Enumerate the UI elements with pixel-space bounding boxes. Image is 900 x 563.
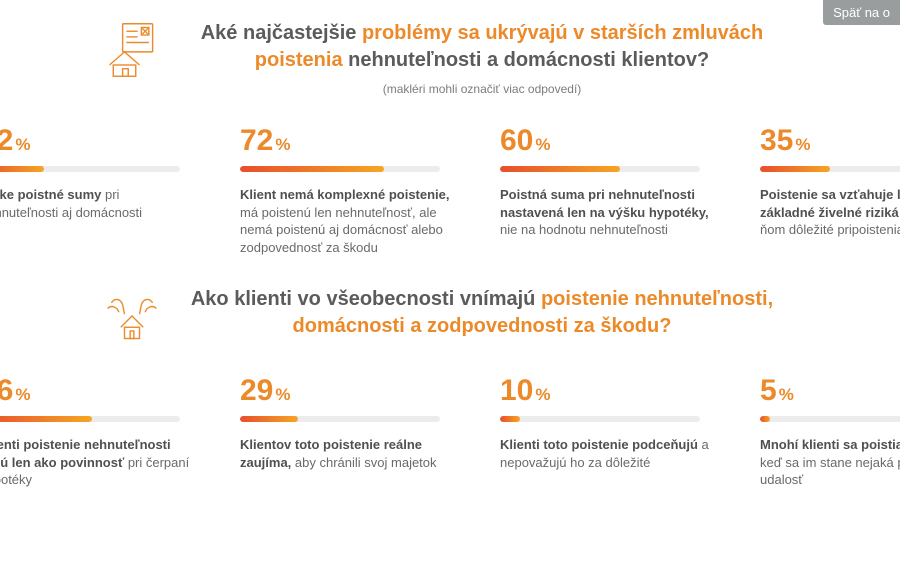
stat-bar — [0, 416, 180, 422]
stat-description: Klienti toto poistenie podceňujú a nepov… — [500, 436, 710, 471]
pct-symbol: % — [275, 385, 290, 404]
stat-bar-fill — [0, 166, 44, 172]
desc-bold: Poistná suma pri nehnuteľnosti nastavená… — [500, 187, 709, 220]
stat-item: 35% Poistenie sa vzťahuje len na základn… — [760, 124, 900, 256]
stat-bar — [500, 416, 700, 422]
stat-bar — [500, 166, 700, 172]
stat-bar-fill — [760, 416, 770, 422]
pct-value: 72 — [240, 124, 273, 157]
pct-symbol: % — [535, 385, 550, 404]
pct-symbol: % — [795, 135, 810, 154]
section-header: Ako klienti vo všeobecnosti vnímajú pois… — [0, 286, 900, 346]
section-header: Aké najčastejšie problémy sa ukrývajú v … — [0, 20, 900, 96]
stat-item: 29% Klientov toto poistenie reálne zaují… — [240, 374, 460, 489]
pct-value: 35 — [760, 124, 793, 157]
desc-bold: Mnohí klienti sa poistia až potom, — [760, 437, 900, 452]
section-problems: Aké najčastejšie problémy sa ukrývajú v … — [0, 0, 900, 266]
stat-percentage: 72% — [240, 124, 460, 158]
pct-symbol: % — [275, 135, 290, 154]
desc-rest: má poistenú len nehnuteľnosť, ale nemá p… — [240, 205, 443, 255]
pct-value: 60 — [500, 124, 533, 157]
stat-bar — [240, 166, 440, 172]
stat-item: 5% Mnohí klienti sa poistia až potom, ke… — [760, 374, 900, 489]
stat-percentage: 35% — [760, 124, 900, 158]
pct-value: 10 — [500, 374, 533, 407]
section-perception: Ako klienti vo všeobecnosti vnímajú pois… — [0, 266, 900, 499]
stat-bar-fill — [240, 166, 384, 172]
stat-bar-fill — [0, 416, 92, 422]
stat-description: Poistenie sa vzťahuje len na základné ži… — [760, 186, 900, 239]
stat-item: 72% Klient nemá komplexné poistenie, má … — [240, 124, 460, 256]
desc-bold: Klient nemá komplexné poistenie, — [240, 187, 450, 202]
pct-value: 32 — [0, 124, 13, 157]
stat-percentage: 56% — [0, 374, 200, 408]
stat-bar — [240, 416, 440, 422]
section-title: Aké najčastejšie problémy sa ukrývajú v … — [184, 20, 780, 74]
title-part: nehnuteľnosti a domácnosti klientov? — [343, 49, 710, 71]
stat-item: 60% Poistná suma pri nehnuteľnosti nasta… — [500, 124, 720, 256]
stat-item: 32% Nízke poistné sumy pri nehnuteľnosti… — [0, 124, 200, 256]
stat-bar — [0, 166, 180, 172]
stats-row: 56% Klienti poistenie nehnuteľnosti berú… — [0, 374, 900, 489]
stat-bar-fill — [500, 166, 620, 172]
stat-percentage: 60% — [500, 124, 720, 158]
stat-bar — [760, 416, 900, 422]
title-part: Ako klienti vo všeobecnosti vnímajú — [191, 288, 541, 310]
desc-bold: Nízke poistné sumy — [0, 187, 101, 202]
pct-symbol: % — [779, 385, 794, 404]
hands-house-icon — [100, 286, 164, 346]
section-subtitle: (makléri mohli označiť viac odpovedí) — [184, 82, 780, 96]
stat-description: Klienti poistenie nehnuteľnosti berú len… — [0, 436, 190, 489]
pct-value: 56 — [0, 374, 13, 407]
stat-bar-fill — [240, 416, 298, 422]
pct-value: 5 — [760, 374, 777, 407]
pct-symbol: % — [535, 135, 550, 154]
stat-percentage: 10% — [500, 374, 720, 408]
desc-bold: Poistenie sa vzťahuje len na základné ži… — [760, 187, 900, 220]
stat-description: Mnohí klienti sa poistia až potom, keď s… — [760, 436, 900, 489]
house-document-icon — [100, 20, 164, 80]
desc-rest: nie na hodnotu nehnuteľnosti — [500, 222, 668, 237]
stat-description: Klientov toto poistenie reálne zaujíma, … — [240, 436, 450, 471]
title-part: Aké najčastejšie — [201, 22, 362, 44]
stats-row: 32% Nízke poistné sumy pri nehnuteľnosti… — [0, 124, 900, 256]
pct-symbol: % — [15, 135, 30, 154]
stat-item: 10% Klienti toto poistenie podceňujú a n… — [500, 374, 720, 489]
pct-symbol: % — [15, 385, 30, 404]
stat-description: Poistná suma pri nehnuteľnosti nastavená… — [500, 186, 710, 239]
stat-item: 56% Klienti poistenie nehnuteľnosti berú… — [0, 374, 200, 489]
stat-description: Nízke poistné sumy pri nehnuteľnosti aj … — [0, 186, 190, 221]
stat-percentage: 29% — [240, 374, 460, 408]
stat-percentage: 32% — [0, 124, 200, 158]
stat-bar — [760, 166, 900, 172]
desc-rest: aby chránili svoj majetok — [291, 455, 436, 470]
pct-value: 29 — [240, 374, 273, 407]
stat-percentage: 5% — [760, 374, 900, 408]
desc-rest: keď sa im stane nejaká poistná udalosť — [760, 455, 900, 488]
stat-description: Klient nemá komplexné poistenie, má pois… — [240, 186, 450, 256]
stat-bar-fill — [760, 166, 830, 172]
stat-bar-fill — [500, 416, 520, 422]
desc-bold: Klienti toto poistenie podceňujú — [500, 437, 698, 452]
section-title: Ako klienti vo všeobecnosti vnímajú pois… — [184, 286, 780, 340]
